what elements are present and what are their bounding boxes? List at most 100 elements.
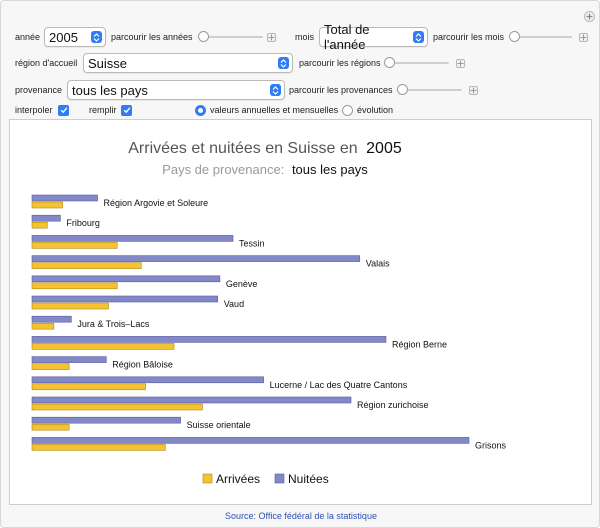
category-label: Jura & Trois–Lacs (77, 319, 150, 329)
check-icon (60, 107, 67, 114)
annee-select[interactable]: 2005 (44, 27, 106, 47)
chart-subtitle: Pays de provenance: tous les pays (162, 162, 368, 177)
interpoler-checkbox[interactable] (58, 104, 69, 116)
provenance-slider-expand-button[interactable] (469, 85, 478, 95)
bar-nuitees (31, 235, 234, 242)
region-slider-expand-button[interactable] (456, 58, 465, 68)
slider-thumb[interactable] (397, 84, 408, 95)
bar-nuitees (31, 336, 387, 343)
legend-label: Arrivées (216, 472, 260, 486)
select-arrows-icon (413, 31, 424, 43)
region-slider-label: parcourir les régions (299, 58, 381, 68)
select-arrows-icon (91, 31, 102, 43)
radio-option-annuelles[interactable]: valeurs annuelles et mensuelles (195, 100, 338, 120)
bar-arrivees (31, 383, 146, 391)
bar-arrivees (31, 242, 118, 249)
annee-slider-expand-button[interactable] (267, 32, 276, 42)
source-link[interactable]: Source: Office fédéral de la statistique (225, 511, 377, 521)
bar-arrivees (31, 221, 48, 229)
radio-annuelles[interactable] (195, 104, 206, 116)
provenance-select[interactable]: tous les pays (67, 80, 285, 100)
legend-swatch (202, 473, 213, 484)
region-label: région d'accueil (15, 58, 78, 68)
mois-label: mois (295, 32, 315, 42)
category-label: Vaud (224, 299, 244, 309)
region-slider[interactable] (384, 57, 449, 69)
region-select-value: Suisse (88, 55, 128, 71)
bar-chart: Arrivées et nuitées en Suisse en 2005 Pa… (31, 140, 507, 486)
bar-arrivees (31, 363, 70, 370)
annee-label: année (15, 32, 41, 42)
category-label: Genève (226, 279, 258, 289)
provenance-select-value: tous les pays (72, 82, 148, 98)
expand-options-button[interactable] (584, 11, 595, 22)
radio-option-evolution[interactable]: évolution (342, 100, 393, 120)
select-arrows-icon (270, 84, 281, 96)
chart-legend: Arrivées Nuitées (202, 472, 329, 486)
plus-icon (470, 87, 477, 93)
category-label: Région Berne (392, 339, 447, 349)
annee-slider[interactable] (198, 31, 263, 43)
bar-nuitees (31, 376, 264, 384)
category-label: Suisse orientale (187, 420, 251, 430)
plus-icon (580, 34, 587, 40)
plus-icon (457, 60, 464, 66)
mois-slider-expand-button[interactable] (579, 32, 588, 42)
bar-arrivees (31, 322, 55, 330)
bar-nuitees (31, 315, 72, 323)
bars-group: Région Argovie et Soleure Fribourg Tessin V… (31, 194, 507, 451)
annee-select-value: 2005 (49, 29, 78, 45)
category-label: Grisons (475, 440, 507, 450)
category-label: Fribourg (66, 218, 100, 228)
provenance-slider[interactable] (397, 84, 462, 96)
annee-slider-label: parcourir les années (111, 32, 193, 42)
category-label: Tessin (239, 238, 265, 248)
bar-arrivees (31, 423, 70, 431)
bar-nuitees (31, 214, 61, 222)
slider-track (385, 62, 449, 64)
region-select[interactable]: Suisse (83, 53, 293, 73)
category-label: Lucerne / Lac des Quatre Cantons (270, 380, 408, 390)
mois-slider[interactable] (509, 31, 572, 43)
mois-select[interactable]: Total de l'année (319, 22, 428, 52)
bar-arrivees (31, 302, 109, 310)
plus-icon (586, 13, 593, 20)
legend-label: Nuitées (288, 472, 329, 486)
bar-nuitees (31, 194, 98, 202)
chart-subtitle-prefix: Pays de provenance: (162, 162, 284, 177)
bar-arrivees (31, 444, 166, 451)
category-label: Valais (366, 259, 390, 269)
bar-arrivees (31, 282, 118, 290)
bar-nuitees (31, 255, 361, 262)
radio-annuelles-label: valeurs annuelles et mensuelles (210, 105, 339, 115)
bar-arrivees (31, 343, 175, 350)
bar-nuitees (31, 356, 107, 363)
slider-thumb[interactable] (384, 57, 395, 68)
mois-slider-label: parcourir les mois (433, 32, 505, 42)
provenance-label: provenance (15, 85, 63, 95)
slider-track (199, 36, 263, 38)
legend-swatch (274, 473, 285, 484)
slider-thumb[interactable] (509, 31, 520, 42)
interpoler-label: interpoler (15, 105, 53, 115)
remplir-checkbox[interactable] (121, 104, 132, 116)
category-label: Région Argovie et Soleure (104, 198, 209, 208)
plus-icon (268, 34, 275, 40)
bar-arrivees (31, 262, 142, 269)
bar-nuitees (31, 437, 470, 444)
bar-nuitees (31, 295, 219, 303)
bar-nuitees (31, 416, 181, 424)
mois-select-value: Total de l'année (324, 22, 370, 52)
remplir-label: remplir (89, 105, 117, 115)
slider-thumb[interactable] (198, 31, 209, 42)
chart-title-year: 2005 (366, 140, 402, 157)
slider-track (510, 36, 572, 38)
select-arrows-icon (278, 57, 289, 69)
check-icon (123, 107, 130, 114)
bar-arrivees (31, 201, 63, 209)
category-label: Région zurichoise (357, 400, 429, 410)
radio-evolution[interactable] (342, 104, 353, 116)
category-label: Région Bâloise (112, 360, 173, 370)
chart-subtitle-value: tous les pays (292, 162, 368, 177)
